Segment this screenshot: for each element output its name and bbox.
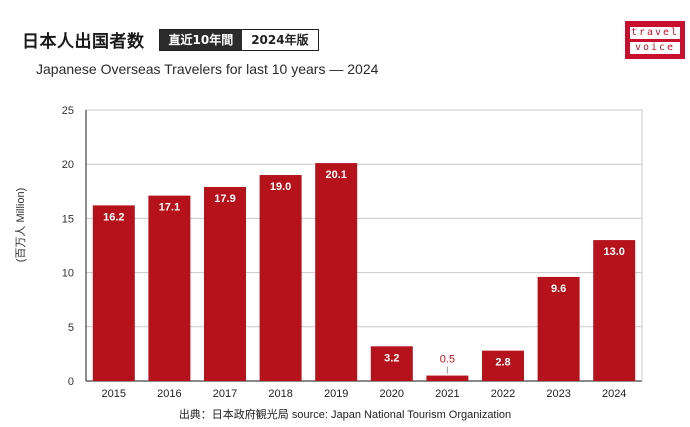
x-tick-label: 2016 xyxy=(157,388,181,400)
x-tick-label: 2021 xyxy=(435,388,459,400)
bar-2015 xyxy=(92,205,135,381)
data-label: 20.1 xyxy=(325,169,346,181)
y-tick-label: 25 xyxy=(62,105,74,117)
bar-2021 xyxy=(426,375,469,381)
source-note: 出典：日本政府観光局 source: Japan National Touris… xyxy=(178,409,512,421)
travel-voice-logo: travel voice xyxy=(625,21,685,59)
x-tick-label: 2022 xyxy=(491,388,515,400)
y-tick-label: 10 xyxy=(62,268,74,280)
data-label: 2.8 xyxy=(495,357,510,369)
x-tick-label: 2015 xyxy=(102,388,126,400)
logo-line-voice: voice xyxy=(630,41,680,54)
x-tick-label: 2019 xyxy=(324,388,348,400)
badge-edition-label: 2024年版 xyxy=(242,29,318,50)
y-tick-label: 0 xyxy=(68,376,74,388)
x-tick-label: 2020 xyxy=(380,388,404,400)
data-label: 19.0 xyxy=(270,181,291,193)
data-label: 16.2 xyxy=(103,211,124,223)
logo-line-travel: travel xyxy=(630,26,680,39)
bar-2016 xyxy=(148,195,191,381)
title-row: 日本人出国者数 直近10年間 2024年版 xyxy=(22,27,319,52)
x-tick-label: 2017 xyxy=(213,388,237,400)
bar-2020 xyxy=(370,346,413,381)
bar-2019 xyxy=(315,163,358,381)
y-tick-label: 15 xyxy=(62,213,74,225)
x-tick-label: 2024 xyxy=(602,388,626,400)
x-tick-label: 2018 xyxy=(268,388,292,400)
page-title: 日本人出国者数 xyxy=(22,32,145,52)
bar-2024 xyxy=(593,240,636,381)
badge-period-label: 直近10年間 xyxy=(159,29,243,50)
y-tick-label: 5 xyxy=(68,322,74,334)
y-tick-label: 20 xyxy=(62,159,74,171)
period-badge: 直近10年間 2024年版 xyxy=(158,28,319,51)
bar-2022 xyxy=(482,350,524,381)
data-label: 3.2 xyxy=(384,352,399,364)
chart-subtitle: Japanese Overseas Travelers for last 10 … xyxy=(36,61,379,77)
x-tick-label: 2023 xyxy=(546,388,570,400)
data-label: 13.0 xyxy=(603,246,624,258)
data-label: 17.9 xyxy=(214,193,235,205)
bar-2017 xyxy=(204,186,246,381)
bar-2023 xyxy=(537,276,580,381)
data-label: 9.6 xyxy=(551,283,566,295)
data-label: 17.1 xyxy=(159,202,180,214)
bar-2018 xyxy=(259,175,302,381)
data-label: 0.5 xyxy=(440,354,455,366)
